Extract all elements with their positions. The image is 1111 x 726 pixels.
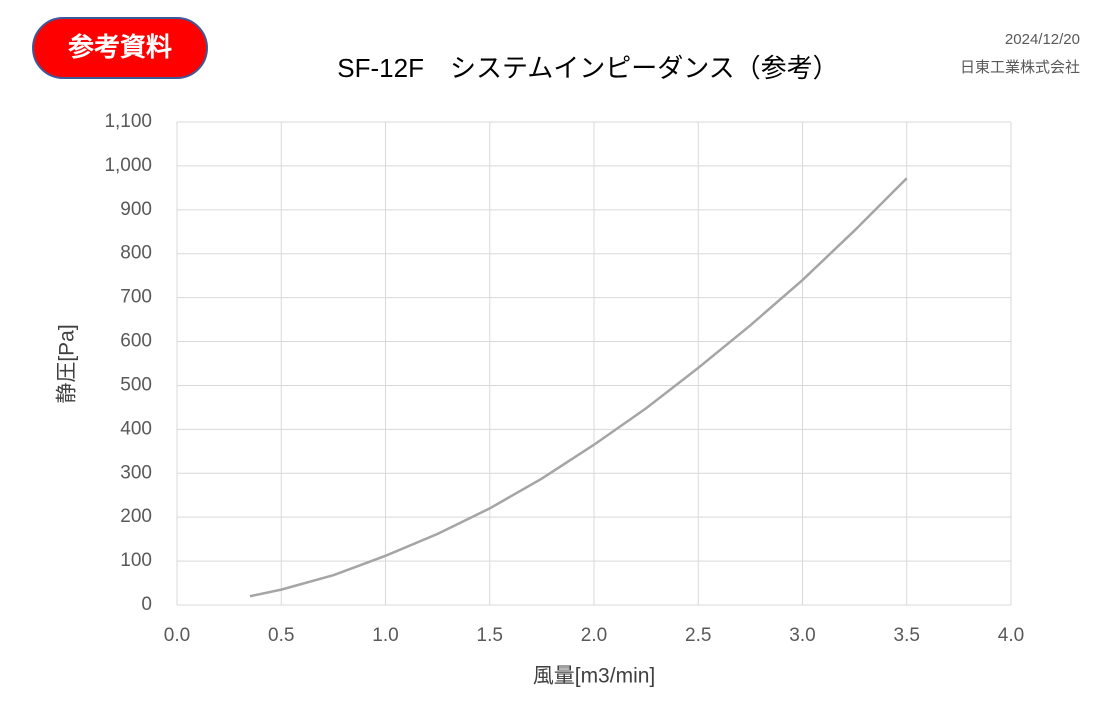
y-tick-label: 300 [120,462,152,483]
x-tick-label: 0.5 [268,625,294,646]
x-tick-label: 0.0 [164,625,190,646]
x-tick-label: 1.5 [477,625,503,646]
x-tick-label: 1.0 [372,625,398,646]
data-line [249,177,908,598]
x-tick-label: 2.0 [581,625,607,646]
chart-title: SF-12F システムインピーダンス（参考） [337,53,838,83]
y-tick-label: 200 [120,506,152,527]
date: 2024/12/20 [1005,31,1080,48]
y-tick-label: 700 [120,287,152,308]
badge: 参考資料 [68,32,172,62]
y-tick-label: 900 [120,199,152,220]
y-axis-label: 静圧[Pa] [56,324,79,403]
y-tick-label: 0 [141,594,152,615]
x-axis-label: 風量[m3/min] [533,665,656,688]
x-tick-label: 3.0 [789,625,815,646]
y-tick-label: 600 [120,331,152,352]
y-tick-label: 1,000 [104,155,152,176]
company: 日東工業株式会社 [960,59,1080,76]
x-tick-label: 2.5 [685,625,711,646]
y-tick-label: 500 [120,374,152,395]
x-tick-label: 4.0 [998,625,1024,646]
x-tick-label: 3.5 [894,625,920,646]
y-tick-label: 800 [120,243,152,264]
badge-shape [32,17,208,79]
y-tick-label: 400 [120,418,152,439]
y-tick-label: 100 [120,550,152,571]
y-tick-label: 1,100 [104,111,152,132]
